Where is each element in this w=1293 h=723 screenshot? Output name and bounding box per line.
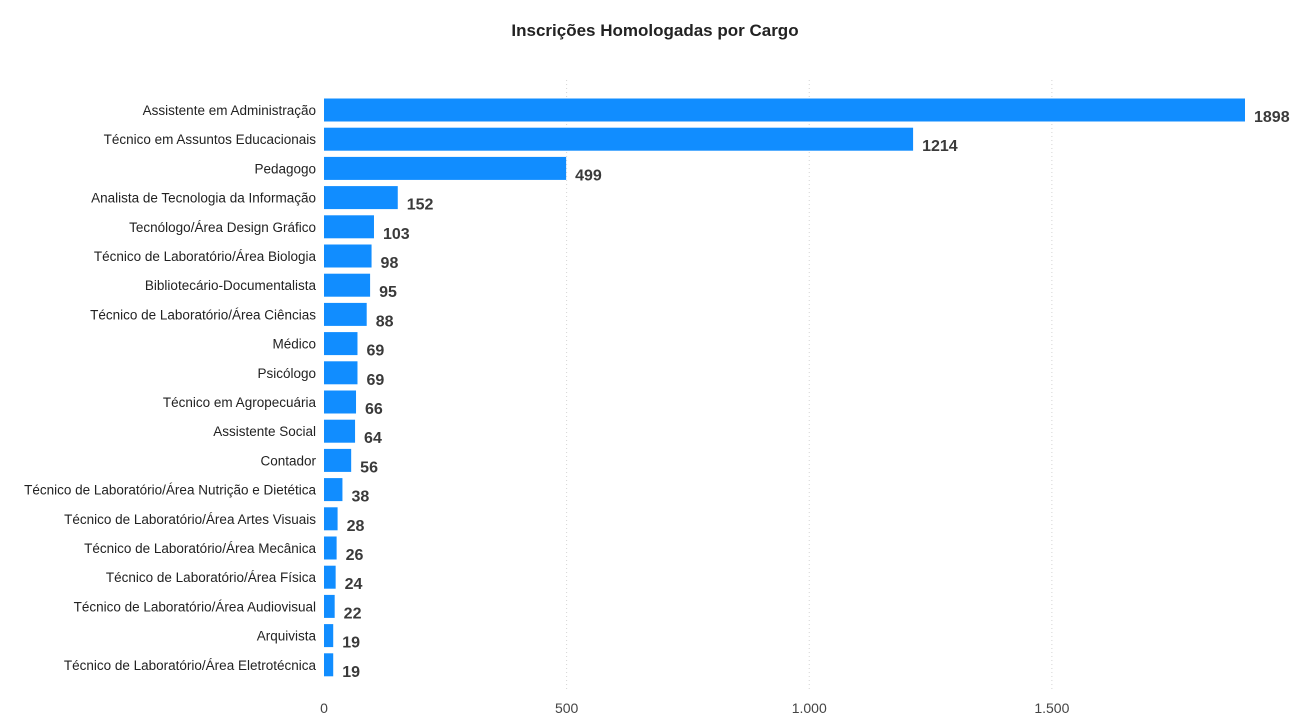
bar [324, 653, 334, 677]
category-label: Psicólogo [257, 366, 316, 381]
data-label: 19 [342, 635, 360, 652]
category-label: Técnico de Laboratório/Área Ciências [90, 307, 316, 322]
bar [324, 244, 372, 268]
chart-title: Inscrições Homologadas por Cargo [511, 21, 798, 40]
bar [324, 186, 398, 210]
category-labels: Assistente em Administração Técnico em As… [24, 103, 316, 673]
bar [324, 127, 914, 151]
category-label: Médico [272, 337, 316, 352]
data-label: 24 [345, 576, 363, 593]
data-label: 22 [344, 605, 362, 622]
category-label: Técnico de Laboratório/Área Audiovisual [74, 599, 316, 614]
bar [324, 215, 374, 239]
category-label: Técnico de Laboratório/Área Artes Visuai… [64, 512, 316, 527]
x-tick-label: 500 [555, 700, 579, 716]
data-label: 152 [407, 197, 434, 214]
x-tick-label: 1.000 [792, 700, 827, 716]
gridlines [566, 80, 1053, 690]
data-label: 26 [346, 547, 364, 564]
bar [324, 448, 352, 472]
category-label: Técnico de Laboratório/Área Eletrotécnic… [64, 658, 317, 673]
bar [324, 332, 358, 356]
data-label: 69 [366, 372, 384, 389]
category-label: Bibliotecário-Documentalista [145, 278, 317, 293]
data-label: 56 [360, 459, 378, 476]
bar [324, 478, 343, 502]
data-label: 499 [575, 167, 602, 184]
data-label: 95 [379, 284, 397, 301]
bars [324, 98, 1245, 677]
category-label: Técnico de Laboratório/Área Mecânica [84, 541, 316, 556]
category-label: Técnico de Laboratório/Área Biologia [94, 249, 317, 264]
data-label: 1898 [1254, 109, 1290, 126]
data-label: 103 [383, 226, 410, 243]
data-label: 66 [365, 401, 383, 418]
bar [324, 361, 358, 385]
data-label: 28 [347, 518, 365, 535]
x-tick-label: 1.500 [1034, 700, 1069, 716]
data-label: 64 [364, 430, 382, 447]
value-labels: 1898 1214 499 152 103 98 95 88 69 69 66 64 56 38 28 26 2… [342, 109, 1289, 681]
category-label: Arquivista [257, 629, 317, 644]
bar [324, 624, 334, 648]
bar [324, 98, 1245, 122]
bar [324, 536, 337, 560]
data-label: 1214 [922, 138, 958, 155]
category-label: Pedagogo [254, 161, 316, 176]
bar [324, 302, 367, 326]
category-label: Técnico em Assuntos Educacionais [104, 132, 317, 147]
x-tick-label: 0 [320, 700, 328, 716]
bar [324, 156, 567, 180]
data-label: 38 [351, 489, 369, 506]
category-label: Tecnólogo/Área Design Gráfico [129, 220, 316, 235]
bar [324, 419, 356, 443]
category-label: Analista de Tecnologia da Informação [91, 191, 316, 206]
x-axis-ticks: 0 500 1.000 1.500 [320, 700, 1069, 716]
bar [324, 273, 371, 297]
category-label: Assistente Social [213, 424, 316, 439]
bar [324, 565, 336, 589]
data-label: 69 [366, 343, 384, 360]
data-label: 19 [342, 664, 360, 681]
category-label: Contador [260, 453, 316, 468]
category-label: Técnico em Agropecuária [163, 395, 317, 410]
bar [324, 507, 338, 531]
data-label: 98 [381, 255, 399, 272]
category-label: Técnico de Laboratório/Área Física [106, 570, 317, 585]
bar [324, 390, 357, 414]
data-label: 88 [376, 313, 394, 330]
category-label: Assistente em Administração [143, 103, 316, 118]
bar [324, 594, 335, 618]
category-label: Técnico de Laboratório/Área Nutrição e D… [24, 483, 316, 498]
